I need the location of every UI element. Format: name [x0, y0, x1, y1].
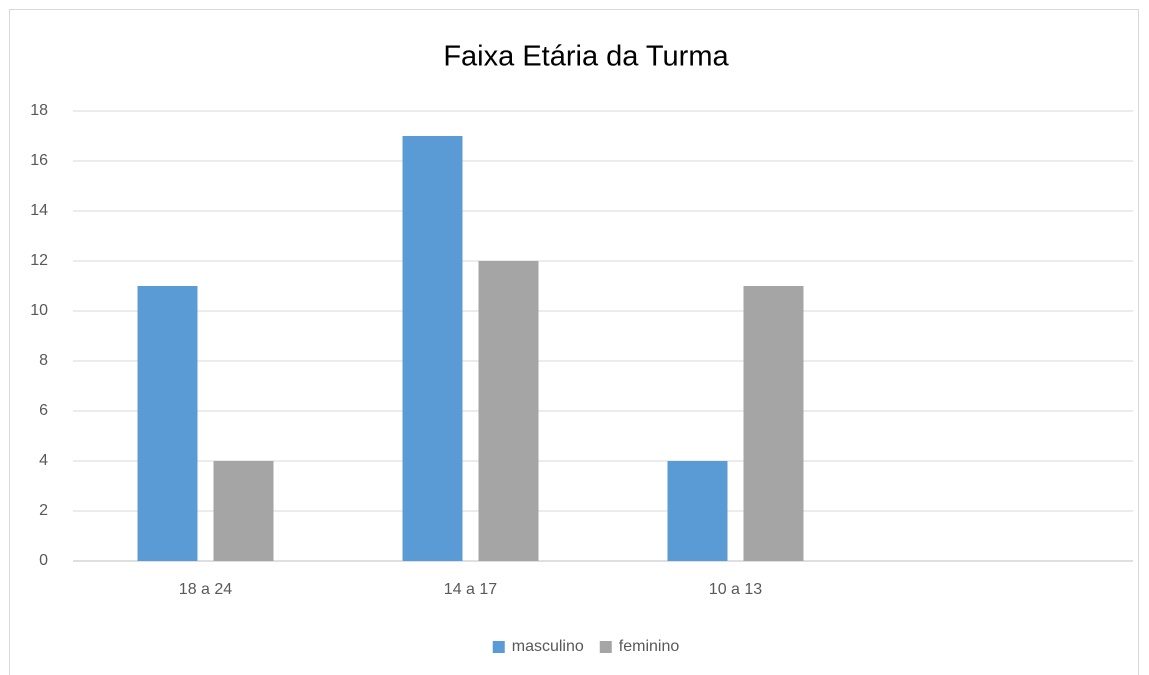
- legend-label: feminino: [619, 638, 680, 655]
- legend-swatch: [599, 641, 612, 653]
- y-tick-label: 6: [39, 402, 48, 419]
- x-tick-label: 14 a 17: [444, 581, 497, 598]
- y-tick-label: 4: [39, 452, 48, 469]
- y-tick-label: 0: [39, 552, 48, 569]
- bar: [137, 286, 198, 561]
- y-tick-label: 8: [39, 352, 48, 369]
- bar: [667, 461, 728, 561]
- x-tick-label: 10 a 13: [709, 581, 762, 598]
- bar: [402, 136, 463, 561]
- y-tick-label: 16: [30, 152, 48, 169]
- legend-swatch: [492, 641, 505, 653]
- legend-label: masculino: [512, 638, 584, 655]
- y-tick-label: 18: [30, 102, 48, 119]
- y-tick-label: 12: [30, 252, 48, 269]
- y-tick-label: 14: [30, 202, 48, 219]
- x-tick-label: 18 a 24: [179, 581, 232, 598]
- bar: [478, 261, 539, 561]
- y-tick-label: 2: [39, 502, 48, 519]
- bar: [213, 461, 274, 561]
- chart-title: Faixa Etária da Turma: [443, 41, 729, 73]
- chart-frame: [9, 9, 1139, 675]
- bar: [743, 286, 804, 561]
- y-tick-label: 10: [30, 302, 48, 319]
